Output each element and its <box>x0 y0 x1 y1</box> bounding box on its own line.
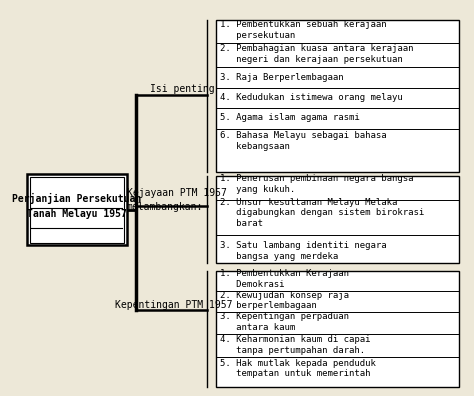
Text: 4. Keharmonian kaum di capai
   tanpa pertumpahan darah.: 4. Keharmonian kaum di capai tanpa pertu… <box>220 335 371 355</box>
Bar <box>30 177 124 243</box>
Text: 1. Pembentukkan sebuah kerajaan
   persekutuan: 1. Pembentukkan sebuah kerajaan persekut… <box>220 21 387 40</box>
Text: 2. Unsur kesultanan Melayu Melaka
   digabungkan dengan sistem birokrasi
   bara: 2. Unsur kesultanan Melayu Melaka digabu… <box>220 198 424 228</box>
Text: 2. Pembahagian kuasa antara kerajaan
   negeri dan kerajaan persekutuan: 2. Pembahagian kuasa antara kerajaan neg… <box>220 44 414 64</box>
Text: 2. Kewujudan konsep raja
   berperlembagaan: 2. Kewujudan konsep raja berperlembagaan <box>220 291 349 310</box>
Bar <box>216 21 459 172</box>
Text: 5. Agama islam agama rasmi: 5. Agama islam agama rasmi <box>220 112 360 122</box>
Text: 3. Satu lambang identiti negara
   bangsa yang merdeka: 3. Satu lambang identiti negara bangsa y… <box>220 242 387 261</box>
Bar <box>216 176 459 263</box>
Text: 1. Penerusan pembinaan negara bangsa
   yang kukuh.: 1. Penerusan pembinaan negara bangsa yan… <box>220 174 414 194</box>
Text: Perjanjian Persekutuan
Tanah Melayu 1957: Perjanjian Persekutuan Tanah Melayu 1957 <box>12 193 141 219</box>
Text: 4. Kedudukan istimewa orang melayu: 4. Kedudukan istimewa orang melayu <box>220 93 403 102</box>
Text: 3. Raja Berperlembagaan: 3. Raja Berperlembagaan <box>220 73 344 82</box>
Text: 1. Pembentukkan Kerajaan
   Demokrasi: 1. Pembentukkan Kerajaan Demokrasi <box>220 269 349 289</box>
Bar <box>27 174 127 246</box>
Bar <box>216 271 459 387</box>
Text: Kejayaan PTM 1957
melambangkan:: Kejayaan PTM 1957 melambangkan: <box>127 188 227 211</box>
Text: 6. Bahasa Melayu sebagai bahasa
   kebangsaan: 6. Bahasa Melayu sebagai bahasa kebangsa… <box>220 131 387 150</box>
Text: 3. Kepentingan perpaduan
   antara kaum: 3. Kepentingan perpaduan antara kaum <box>220 312 349 332</box>
Text: Isi penting: Isi penting <box>150 84 214 95</box>
Text: Kepentingan PTM 1957: Kepentingan PTM 1957 <box>116 299 233 310</box>
Text: 5. Hak mutlak kepada penduduk
   tempatan untuk memerintah: 5. Hak mutlak kepada penduduk tempatan u… <box>220 359 376 378</box>
